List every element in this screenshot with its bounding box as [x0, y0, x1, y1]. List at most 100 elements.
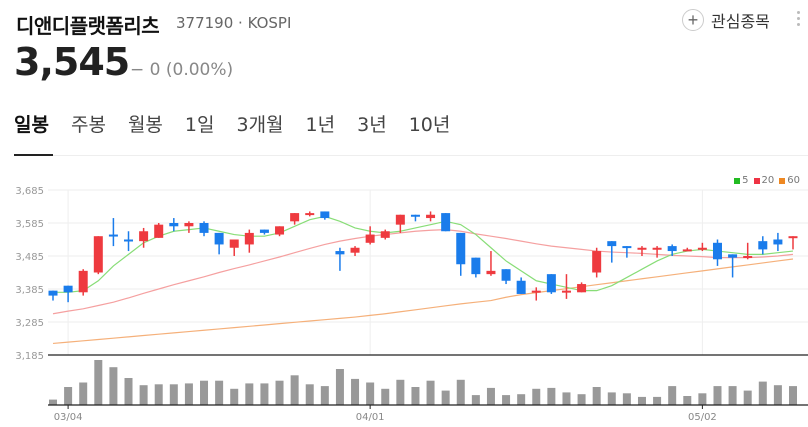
- candle[interactable]: [320, 211, 330, 220]
- volume-bar: [335, 369, 344, 405]
- volume-bar: [517, 394, 526, 405]
- volume-bar: [592, 387, 601, 405]
- candle[interactable]: [592, 247, 602, 278]
- volume-bar: [456, 379, 465, 405]
- price-change: − 0 (0.00%): [130, 60, 234, 80]
- volume-bar: [381, 388, 390, 405]
- volume-bar: [471, 395, 480, 405]
- volume-bar: [109, 367, 118, 405]
- candle[interactable]: [516, 277, 526, 294]
- tab-1[interactable]: 주봉: [70, 114, 106, 136]
- tabs-divider: [14, 155, 808, 156]
- volume-bar: [743, 390, 752, 405]
- candle[interactable]: [456, 232, 466, 276]
- candlestick-chart[interactable]: 3,685 3,585 3,485 3,385 3,285 3,185 03/04 04/01…: [0, 170, 808, 427]
- candle[interactable]: [728, 254, 738, 278]
- candle[interactable]: [788, 236, 798, 250]
- legend-label: 20: [761, 175, 775, 186]
- ma-legend: 5 20 60: [729, 175, 800, 186]
- active-tab-indicator: [14, 154, 53, 156]
- candle[interactable]: [471, 257, 481, 278]
- volume-bar: [305, 384, 314, 405]
- candle[interactable]: [426, 211, 436, 222]
- tab-3[interactable]: 1일: [184, 114, 215, 136]
- volume-bar: [64, 387, 73, 405]
- candle[interactable]: [697, 242, 707, 252]
- candle[interactable]: [214, 232, 224, 255]
- candle[interactable]: [124, 231, 134, 252]
- legend-label: 5: [742, 175, 749, 186]
- candle[interactable]: [667, 244, 677, 256]
- candle[interactable]: [712, 239, 722, 266]
- candle[interactable]: [350, 246, 360, 256]
- volume-bar: [547, 387, 556, 405]
- candle[interactable]: [441, 213, 451, 232]
- candle[interactable]: [773, 232, 783, 252]
- x-tick-label: 05/02: [688, 412, 717, 423]
- volume-bar: [562, 392, 571, 405]
- tab-7[interactable]: 10년: [408, 114, 451, 136]
- y-tick-label: 3,585: [15, 219, 44, 230]
- candle[interactable]: [365, 226, 375, 245]
- volume-bar: [637, 396, 646, 405]
- volume-bar: [502, 395, 511, 405]
- legend-ma-5: 5: [734, 175, 749, 186]
- y-tick-label: 3,185: [15, 351, 44, 362]
- tab-4[interactable]: 3개월: [236, 114, 284, 136]
- candle[interactable]: [682, 247, 692, 252]
- tab-0[interactable]: 일봉: [14, 114, 49, 136]
- candle[interactable]: [229, 239, 239, 257]
- candle[interactable]: [63, 285, 73, 303]
- candle[interactable]: [486, 251, 496, 276]
- candle[interactable]: [380, 229, 390, 240]
- volume-bar: [260, 383, 269, 405]
- candle[interactable]: [410, 214, 420, 222]
- candle[interactable]: [546, 274, 556, 294]
- candle[interactable]: [154, 223, 164, 238]
- tab-6[interactable]: 3년: [357, 114, 387, 136]
- volume-bar: [789, 386, 797, 405]
- tab-2[interactable]: 월봉: [127, 114, 163, 136]
- candle[interactable]: [637, 246, 647, 256]
- candle[interactable]: [139, 227, 149, 248]
- volume-bar: [426, 380, 435, 405]
- candle[interactable]: [244, 229, 254, 253]
- candle[interactable]: [48, 290, 58, 301]
- candle[interactable]: [395, 214, 405, 233]
- candle[interactable]: [169, 218, 179, 232]
- legend-swatch-icon: [779, 177, 786, 184]
- candle[interactable]: [275, 226, 285, 237]
- candle[interactable]: [290, 213, 300, 225]
- legend-ma-60: 60: [779, 175, 800, 186]
- volume-bar: [200, 380, 209, 405]
- volume-bar: [653, 396, 662, 405]
- volume-bar: [758, 381, 767, 405]
- candle[interactable]: [259, 229, 269, 235]
- candle[interactable]: [622, 246, 632, 258]
- y-tick-label: 3,285: [15, 318, 44, 329]
- candle[interactable]: [184, 221, 194, 233]
- more-vertical-icon[interactable]: [797, 11, 801, 29]
- candle[interactable]: [577, 282, 587, 293]
- candle[interactable]: [561, 274, 571, 299]
- candle[interactable]: [335, 247, 345, 271]
- add-watchlist-button[interactable]: + 관심종목: [682, 8, 770, 32]
- volume-bar: [486, 387, 495, 405]
- volume-bar: [607, 392, 616, 405]
- candle[interactable]: [501, 269, 511, 285]
- candle[interactable]: [743, 242, 753, 260]
- candle[interactable]: [108, 218, 118, 247]
- volume-bar: [275, 380, 284, 405]
- legend-swatch-icon: [734, 177, 741, 184]
- candle[interactable]: [758, 236, 768, 255]
- candle[interactable]: [199, 221, 209, 237]
- volume-bar: [169, 384, 178, 405]
- candle[interactable]: [305, 211, 315, 217]
- candle[interactable]: [531, 287, 541, 301]
- candle[interactable]: [607, 241, 617, 263]
- candle[interactable]: [652, 246, 662, 258]
- tab-5[interactable]: 1년: [305, 114, 336, 136]
- candle[interactable]: [78, 269, 88, 296]
- stock-header: 디앤디플랫폼리츠 377190 · KOSPI: [16, 6, 808, 38]
- candle[interactable]: [93, 236, 103, 275]
